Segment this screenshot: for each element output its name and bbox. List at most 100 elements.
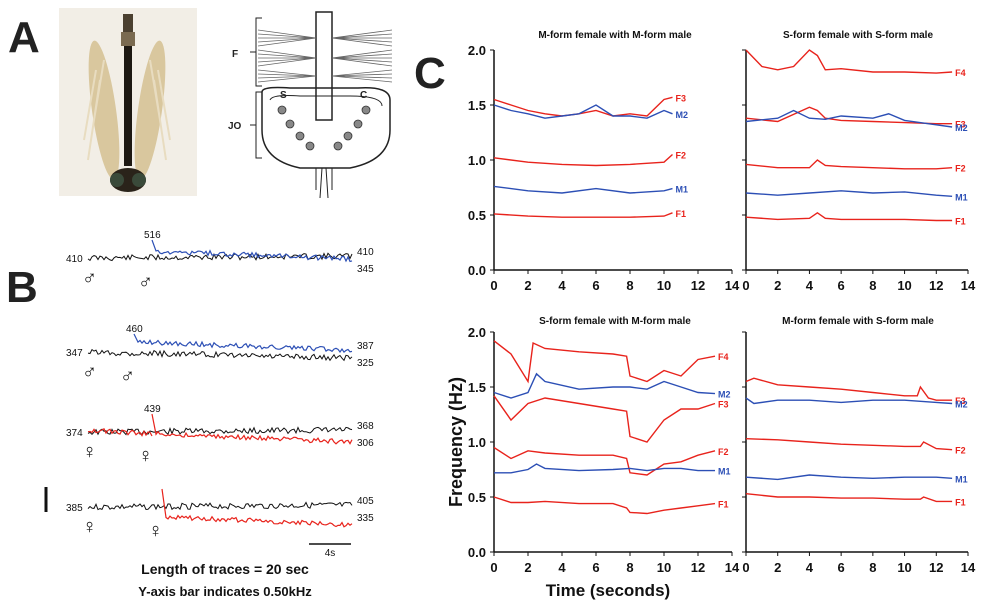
series-line-m1 (745, 190, 953, 197)
y-tick-label: 2.0 (468, 325, 486, 340)
y-tick-label: 0.0 (468, 545, 486, 560)
chart-title: S-form female with S-form male (783, 30, 933, 41)
trace-end-top: 410 (357, 247, 374, 258)
series-line-f3 (493, 395, 716, 443)
panel-c-charts: M-form female with M-form male 0 2 4 6 8 10 12 1… (468, 30, 976, 575)
chart-title: M-form female with M-form male (538, 30, 692, 41)
series-label-f1: F1 (955, 497, 966, 507)
trace-color (151, 413, 353, 445)
sex-symbol-2: ♀ (138, 445, 153, 467)
trace-color (161, 488, 353, 528)
footnote-length: Length of traces = 20 sec (141, 561, 309, 577)
series-line-f2 (493, 446, 716, 476)
label-f: F (232, 49, 238, 60)
series-line-m1 (745, 474, 953, 481)
label-s: S (280, 90, 287, 101)
chart-2: S-form female with S-form male 0 2 4 6 8 10 12 1… (742, 30, 976, 293)
series-label-f4: F4 (718, 352, 729, 362)
series-line-f1 (493, 496, 716, 515)
series-label-f1: F1 (676, 209, 687, 219)
trace-row-2: 347 460 387 325 ♂ ♂ (66, 324, 374, 387)
series-line-f1 (745, 211, 953, 222)
trace-end-top: 368 (357, 421, 374, 432)
x-tick-label: 2 (524, 278, 531, 293)
x-tick-label: 8 (626, 278, 633, 293)
x-tick-label: 8 (869, 560, 876, 575)
x-tick-label: 14 (961, 278, 976, 293)
trace-row-3: 374 439 368 306 ♀ ♀ (66, 404, 374, 467)
series-label-m1: M1 (955, 474, 968, 484)
x-tick-label: 8 (869, 278, 876, 293)
series-label-f3: F3 (676, 93, 687, 103)
series-line-f2 (745, 159, 953, 170)
x-tick-label: 2 (774, 278, 781, 293)
series-line-m1 (493, 185, 673, 194)
series-label-f2: F2 (718, 447, 729, 457)
trace-row-1: 410 516 410 345 ♂ ♂ (66, 230, 374, 293)
sex-symbol-1: ♂ (82, 361, 97, 383)
trace-end-bottom: 306 (357, 438, 374, 449)
x-tick-label: 12 (691, 278, 705, 293)
sex-symbol-2: ♀ (148, 520, 163, 542)
y-tick-label: 2.0 (468, 43, 486, 58)
trace-start-value: 347 (66, 348, 83, 359)
chart-3: S-form female with M-form male 0 2 4 6 8 10 12 1… (468, 316, 740, 575)
x-tick-label: 6 (592, 278, 599, 293)
x-tick-label: 10 (657, 560, 671, 575)
x-tick-label: 0 (742, 278, 749, 293)
x-tick-label: 8 (626, 560, 633, 575)
x-axis-label: Time (seconds) (546, 581, 670, 600)
series-line-m2 (745, 397, 953, 405)
series-label-m1: M1 (718, 467, 731, 477)
x-tick-label: 12 (929, 560, 943, 575)
y-axis-label: Frequency (Hz) (446, 377, 466, 507)
x-tick-label: 12 (691, 560, 705, 575)
y-tick-label: 0.5 (468, 208, 486, 223)
y-tick-label: 1.5 (468, 98, 486, 113)
chart-title: S-form female with M-form male (539, 316, 691, 327)
trace-end-top: 405 (357, 496, 374, 507)
sex-symbol-2: ♂ (138, 271, 153, 293)
trace-peak-value: 439 (144, 404, 161, 415)
panel-b-traces: 410 516 410 345 ♂ ♂ 347 460 387 325 ♂ ♂ 374 439 368 306… (66, 230, 374, 542)
chart-title: M-form female with S-form male (782, 316, 934, 327)
series-line-m2 (493, 104, 673, 119)
x-tick-label: 4 (558, 278, 566, 293)
trace-end-bottom: 345 (357, 264, 374, 275)
y-tick-label: 0.0 (468, 263, 486, 278)
x-tick-label: 10 (657, 278, 671, 293)
series-line-f3 (745, 106, 953, 125)
series-line-f3 (493, 96, 673, 117)
x-tick-label: 0 (490, 560, 497, 575)
series-label-f1: F1 (955, 217, 966, 227)
x-tick-label: 14 (725, 278, 740, 293)
x-tick-label: 4 (806, 278, 814, 293)
series-line-f1 (745, 493, 953, 503)
series-line-f3 (745, 377, 953, 401)
sex-symbol-1: ♂ (82, 267, 97, 289)
trace-color (151, 239, 353, 263)
x-tick-label: 0 (742, 560, 749, 575)
panel-b-letter: B (6, 263, 38, 312)
series-label-m2: M2 (718, 390, 731, 400)
trace-color (133, 333, 353, 354)
footnote-yaxis: Y-axis bar indicates 0.50kHz (138, 584, 312, 599)
x-tick-label: 10 (897, 560, 911, 575)
series-label-f3: F3 (718, 400, 729, 410)
trace-start-value: 410 (66, 254, 83, 265)
x-tick-label: 2 (524, 560, 531, 575)
sex-symbol-2: ♂ (120, 365, 135, 387)
panel-c-letter: C (414, 49, 446, 98)
trace-end-bottom: 335 (357, 513, 374, 524)
chart-1: M-form female with M-form male 0 2 4 6 8 10 12 1… (468, 30, 740, 293)
x-tick-label: 6 (838, 278, 845, 293)
x-tick-label: 0 (490, 278, 497, 293)
panel-a-letter: A (8, 13, 40, 62)
trace-peak-value: 516 (144, 230, 161, 241)
series-line-f2 (493, 153, 673, 167)
series-line-m1 (494, 463, 715, 474)
series-label-f4: F4 (955, 68, 966, 78)
series-line-m2 (493, 372, 716, 399)
x-tick-label: 14 (725, 560, 740, 575)
